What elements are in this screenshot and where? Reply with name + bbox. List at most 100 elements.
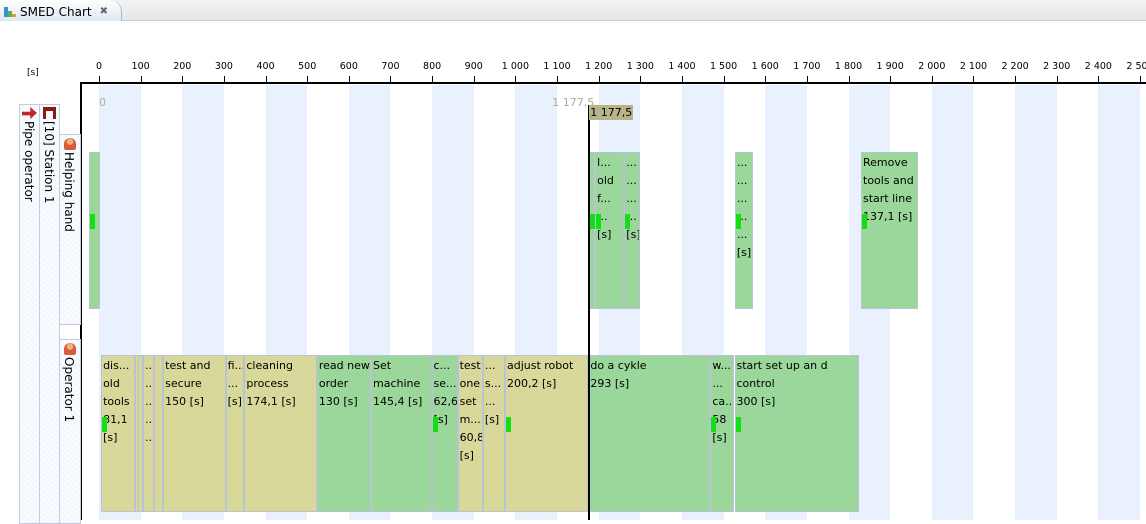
time-axis: 0 100 200 300 400 500 600 700 800 900 1 000 1 100 1 …	[80, 40, 1146, 84]
task-label: tools	[103, 395, 130, 408]
axis-tick	[265, 76, 267, 82]
axis-tick-label: 1 200	[585, 61, 613, 72]
task-label: test and	[165, 359, 211, 372]
task-bar[interactable]: Set machine 145,4 [s]	[370, 355, 432, 512]
task-bar[interactable]: read new order 130 [s]	[316, 355, 371, 512]
axis-tick	[473, 76, 475, 82]
tree-row-helping-hand[interactable]: Helping hand	[59, 134, 81, 325]
axis-tick	[806, 76, 808, 82]
task-label: secure	[165, 377, 202, 390]
task-flag-marker	[505, 417, 511, 432]
editor-tab-bar: SMED Chart ✖	[0, 0, 1146, 21]
person-icon	[64, 138, 76, 150]
task-bar[interactable]	[154, 355, 164, 512]
task-bar[interactable]: fi...... [s]	[225, 355, 245, 512]
task-label: ...	[227, 377, 239, 390]
time-marker-label: 1 177,5	[589, 105, 634, 120]
task-bar[interactable]: ............... [s]	[734, 152, 753, 309]
task-label: 145,4 [s]	[372, 395, 423, 408]
axis-tick-label: 0	[95, 61, 103, 72]
axis-tick	[1015, 76, 1017, 82]
axis-tick-label: 600	[339, 61, 358, 72]
axis-tick	[848, 76, 850, 82]
task-label: 62,6	[433, 395, 458, 408]
task-label: tools and	[863, 174, 914, 187]
axis-tick-label: 1 600	[751, 61, 779, 72]
task-label: machine	[372, 377, 421, 390]
tree-column-station: [10] Station 1	[39, 104, 60, 524]
task-label: set	[459, 395, 477, 408]
time-band	[931, 85, 974, 520]
task-label: 137,1 [s]	[863, 210, 913, 223]
task-label: ...	[484, 359, 496, 372]
task-label: ca...	[712, 395, 735, 408]
axis-tick	[1098, 76, 1100, 82]
task-label: old	[103, 377, 120, 390]
axis-tick-label: 1 100	[543, 61, 571, 72]
axis-tick-label: 400	[256, 61, 275, 72]
axis-tick-label: 1 700	[793, 61, 821, 72]
axis-tick-label: 1 500	[709, 61, 738, 72]
station-label[interactable]: [10] Station 1	[42, 121, 56, 204]
task-flag-marker	[711, 417, 717, 432]
task-bar[interactable]: test and secure 150 [s]	[163, 355, 226, 512]
task-bar[interactable]: cleaning process 174,1 [s]	[244, 355, 317, 512]
task-label: one	[459, 377, 481, 390]
task-bar[interactable]: do a cykle 293 [s]	[588, 355, 711, 512]
task-flag-marker	[735, 214, 741, 229]
axis-tick-label: 300	[214, 61, 233, 72]
task-bar[interactable]: test one set m... 60,8 [s]	[457, 355, 483, 512]
axis-tick-label: 2 400	[1084, 61, 1112, 72]
task-label: old	[597, 174, 614, 187]
task-bar[interactable]: Remove tools and start line 137,1 [s]	[861, 152, 919, 309]
axis-tick-label: 700	[381, 61, 400, 72]
task-label: w...	[712, 359, 731, 372]
task-bar[interactable]: l... old f...... [s]	[595, 152, 625, 309]
task-label: adjust robot	[506, 359, 574, 372]
task-label: 174,1 [s]	[246, 395, 296, 408]
task-bar[interactable]	[89, 152, 100, 309]
tab-smed-chart[interactable]: SMED Chart ✖	[0, 0, 122, 21]
station-icon	[43, 107, 56, 119]
gantt-plot-area[interactable]: 0 1 177,5 l... old f...... [s]............ […	[82, 85, 1146, 520]
time-band	[1015, 85, 1057, 520]
task-label: [s]	[103, 431, 118, 444]
task-bar[interactable]: ............ [s]	[624, 152, 641, 309]
task-flag-marker	[862, 214, 867, 229]
close-icon[interactable]: ✖	[99, 6, 108, 17]
time-marker-line[interactable]	[588, 105, 591, 520]
task-bar[interactable]: c... se... 62,6 [s]	[431, 355, 458, 512]
task-bar[interactable]: ... s...... [s]	[482, 355, 505, 512]
task-label: read new	[318, 359, 370, 372]
task-label: [s]	[736, 246, 752, 259]
task-label: ...	[736, 174, 748, 187]
task-bar[interactable]: w...... ca... 58 [s]	[710, 355, 735, 512]
axis-tick	[307, 76, 309, 82]
task-label: ...	[626, 156, 637, 169]
axis-tick-label: 2 200	[1001, 61, 1029, 72]
task-label: ...	[736, 210, 748, 223]
origin-label: 0	[99, 96, 106, 109]
task-flag-marker	[432, 417, 438, 432]
operator-type-label[interactable]: Pipe operator	[22, 121, 36, 202]
task-label: [s]	[626, 228, 641, 241]
axis-tick	[1140, 76, 1141, 82]
task-label: 300 [s]	[736, 395, 776, 408]
task-label: Remove	[863, 156, 908, 169]
task-bar[interactable]: dis... old tools 81,1 [s]	[101, 355, 135, 512]
axis-tick	[140, 76, 142, 82]
task-bar[interactable]: start set up an d control 300 [s]	[734, 355, 860, 512]
axis-tick	[681, 76, 683, 82]
task-bar[interactable]: ...............	[143, 355, 154, 512]
axis-tick-label: 200	[173, 61, 192, 72]
task-bar[interactable]	[137, 355, 144, 512]
axis-tick	[640, 76, 642, 82]
task-label: Set	[372, 359, 392, 372]
task-label: l...	[597, 156, 611, 169]
task-label: 293 [s]	[590, 377, 630, 390]
task-bar[interactable]: adjust robot 200,2 [s]	[504, 355, 589, 512]
tree-row-operator-1[interactable]: Operator 1	[59, 339, 81, 524]
axis-tick	[973, 76, 975, 82]
task-label: 60,8	[459, 431, 483, 444]
axis-tick-label: 100	[131, 61, 150, 72]
